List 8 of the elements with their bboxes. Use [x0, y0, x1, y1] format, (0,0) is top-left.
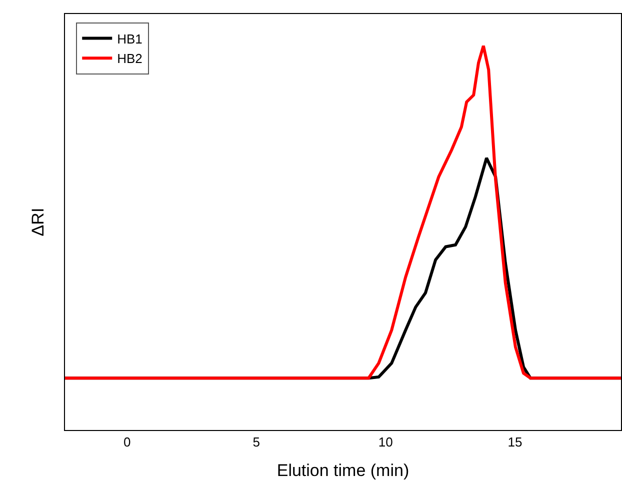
x-tick-label: 0 [123, 434, 131, 450]
y-axis-title: ΔRI [28, 208, 48, 236]
x-tick-label: 15 [508, 434, 522, 450]
x-tick-label: 10 [378, 434, 393, 450]
x-axis-title: Elution time (min) [276, 461, 410, 480]
legend-label: HB1 [117, 31, 142, 46]
x-tick-label: 5 [252, 434, 260, 450]
legend-label: HB2 [117, 51, 142, 66]
